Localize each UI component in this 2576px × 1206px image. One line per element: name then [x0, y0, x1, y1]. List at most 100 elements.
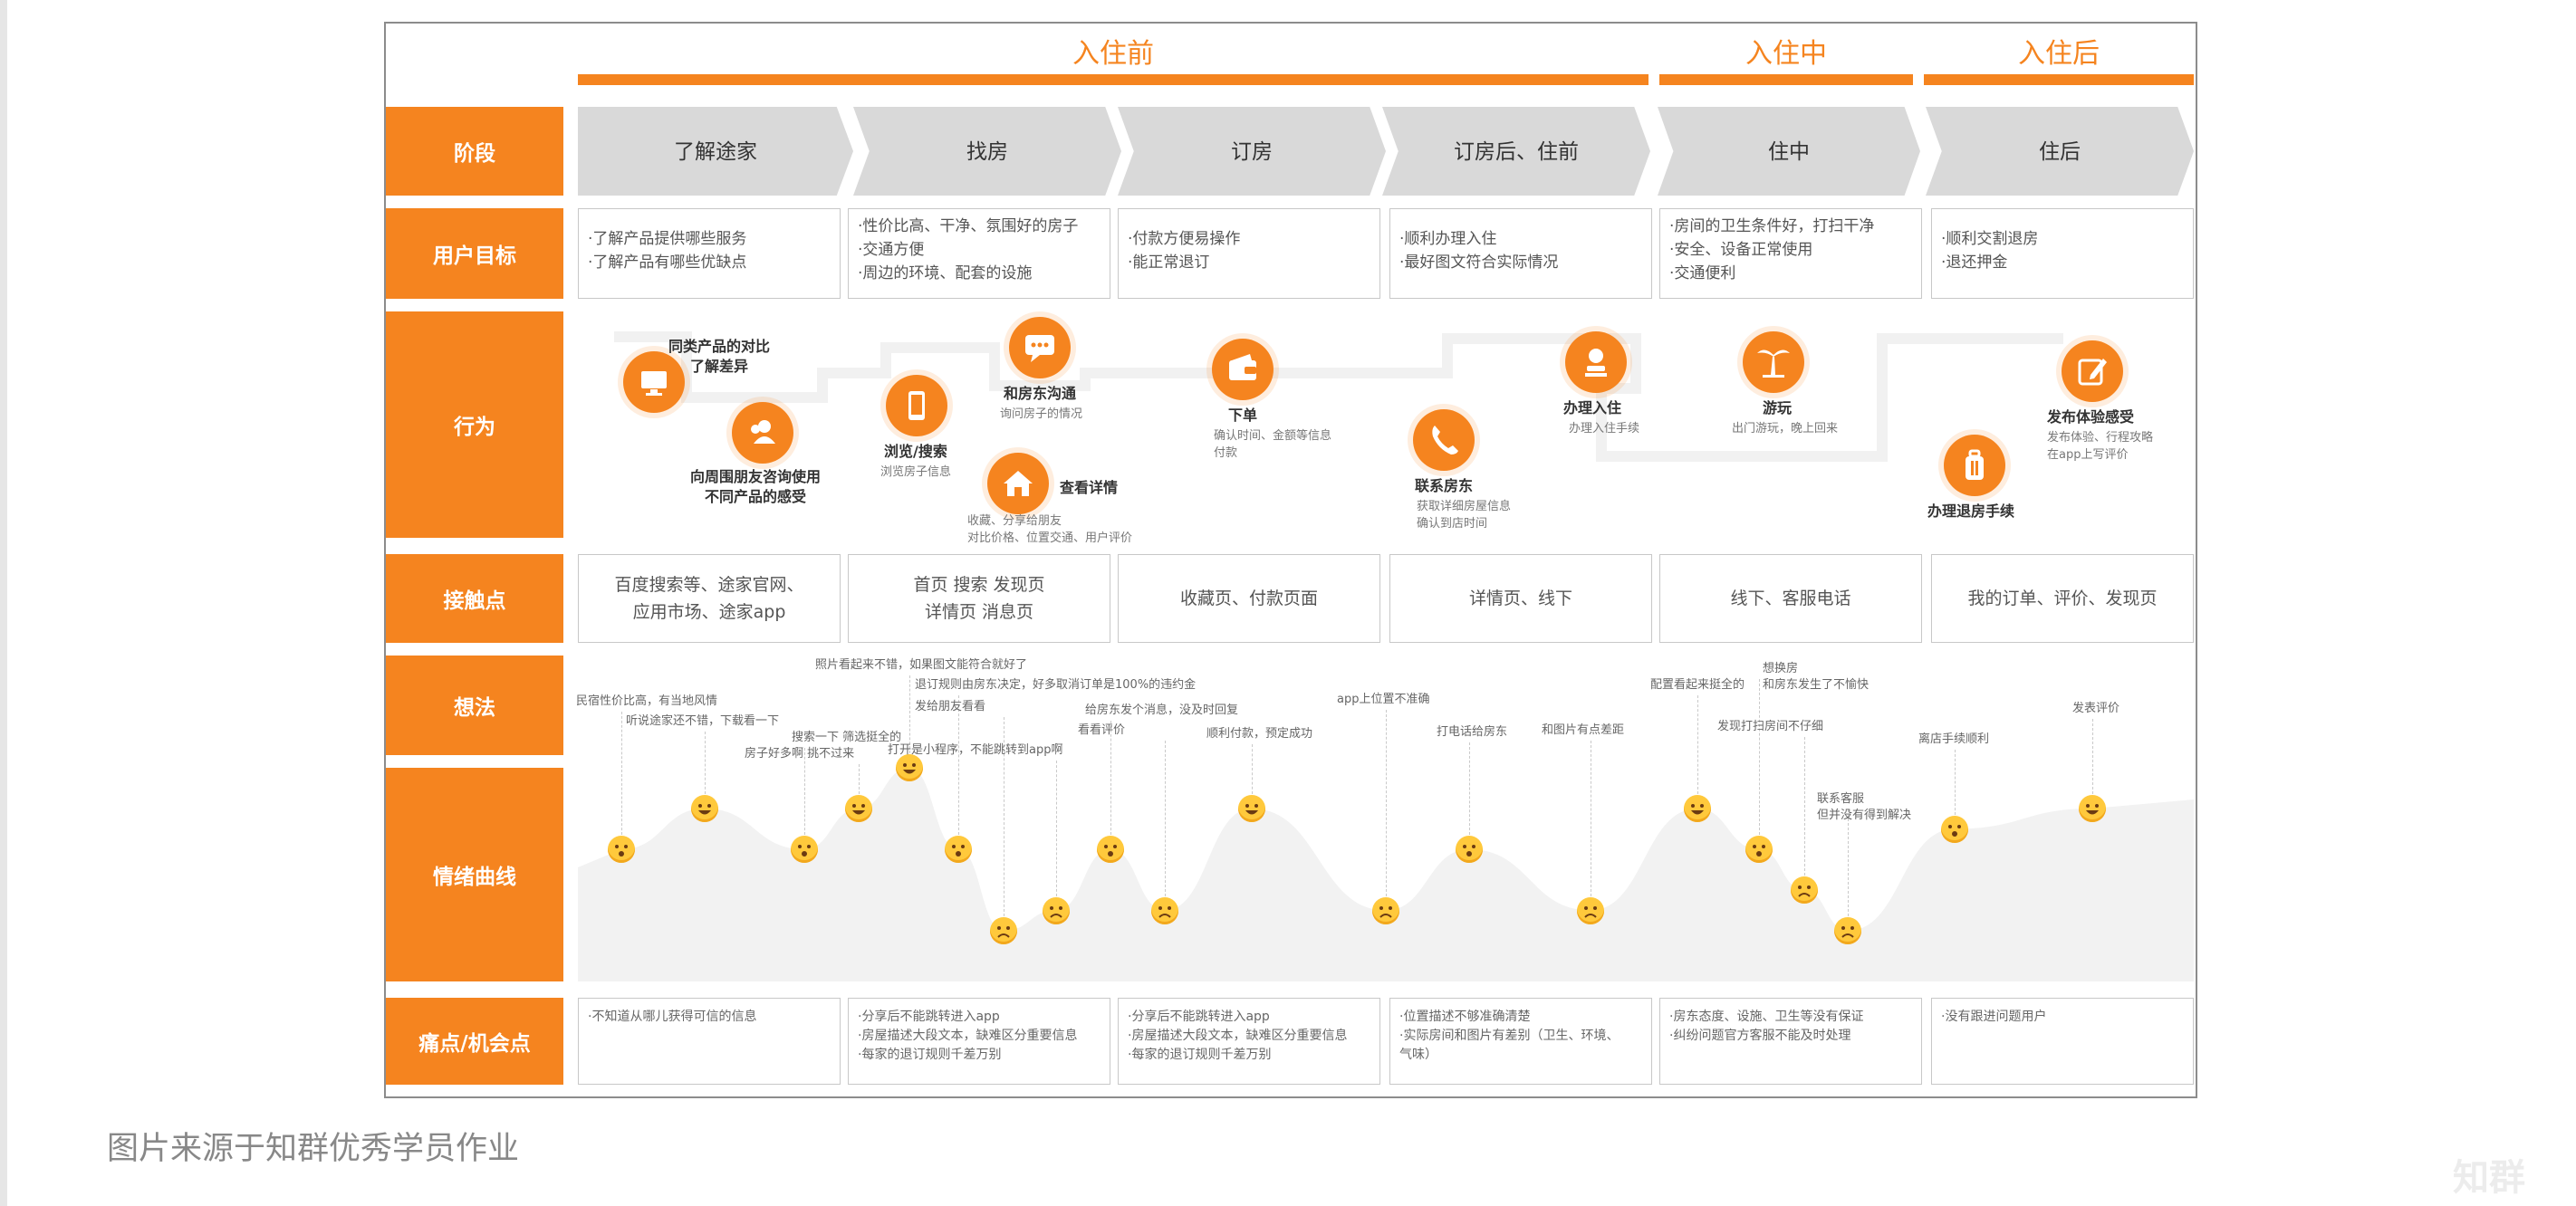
- thought-text: 退订规则由房东决定，好多取消订单是100%的违约金: [915, 677, 1196, 694]
- action-subtitle: 收藏、分享给朋友 对比价格、位置交通、用户评价: [967, 512, 1132, 547]
- sad-face-icon: [1834, 917, 1861, 944]
- thought-line: 发现打扫房间不仔细: [1717, 720, 1824, 733]
- thought-guide-line: [1469, 742, 1470, 835]
- action-sub-line: 获取详细房屋信息: [1417, 500, 1512, 513]
- stage-learn: 了解途家: [578, 107, 853, 196]
- thought-text: 顺利付款，预定成功: [1206, 726, 1312, 742]
- edit-icon: [2062, 340, 2123, 402]
- thought-text: 发给朋友看看: [915, 699, 985, 715]
- stage-label: 了解途家: [674, 140, 757, 164]
- pain-line: 气味）: [1399, 1048, 1437, 1062]
- users-icon: [732, 402, 793, 464]
- thought-text: 搜索一下 筛选挺全的: [792, 730, 901, 746]
- thought-text: 给房东发个消息，没及时回复: [1085, 703, 1238, 719]
- happy-face-icon: [845, 795, 872, 822]
- thought-text: 发现打扫房间不仔细: [1717, 719, 1823, 735]
- action-title: 办理退房手续: [1927, 502, 2015, 520]
- thought-guide-line: [1759, 679, 1760, 835]
- goal-line: ·性价比高、干净、氛围好的房子: [858, 217, 1079, 235]
- action-sub-line: 对比价格、位置交通、用户评价: [967, 531, 1133, 545]
- image-caption: 图片来源于知群优秀学员作业: [107, 1131, 520, 1167]
- pain-cell: ·位置描述不够准确清楚 ·实际房间和图片有差别（卫生、环境、 气味）: [1389, 998, 1652, 1085]
- happy-face-icon: [691, 795, 718, 822]
- chat-icon: [1009, 317, 1071, 378]
- sad-face-icon: [1577, 896, 1604, 924]
- neutral-face-icon: [608, 836, 635, 863]
- row-label-stage: 阶段: [386, 107, 563, 196]
- stage-find-room: 找房: [853, 107, 1121, 196]
- thought-line: 搜索一下 筛选挺全的: [792, 731, 902, 744]
- thought-guide-line: [909, 675, 910, 753]
- thought-line: 看看评价: [1078, 723, 1126, 737]
- neutral-face-icon: [1456, 836, 1483, 863]
- action-title-line: 不同产品的感受: [705, 488, 807, 505]
- row-label-emotion: 情绪曲线: [386, 768, 563, 981]
- action-sub-line: 确认时间、金额等信息: [1214, 429, 1332, 443]
- touchpoint-cell: 线下、客服电话: [1659, 554, 1922, 643]
- touch-line: 首页 搜索 发现页: [913, 575, 1045, 595]
- pain-line: ·分享后不能跳转进入app: [1128, 1010, 1270, 1024]
- pain-cell: ·房东态度、设施、卫生等没有保证 ·纠纷问题官方客服不能及时处理: [1659, 998, 1922, 1085]
- row-label-goal: 用户目标: [386, 208, 563, 299]
- action-subtitle: 获取详细房屋信息 确认到店时间: [1417, 498, 1511, 532]
- neutral-face-icon: [791, 836, 818, 863]
- sad-face-icon: [1151, 896, 1178, 924]
- goal-line: ·了解产品有哪些优缺点: [588, 254, 747, 272]
- happy-face-icon: [2079, 795, 2106, 822]
- action-title-line: 同类产品的对比: [668, 338, 771, 355]
- row-label-thought: 想法: [386, 656, 563, 755]
- happy-face-icon: [896, 754, 923, 781]
- thought-line: app上位置不准确: [1337, 693, 1430, 706]
- action-subtitle: 询问房子的情况: [1000, 407, 1083, 421]
- thought-line: 发表评价: [2072, 702, 2120, 715]
- pain-line: ·纠纷问题官方客服不能及时处理: [1669, 1029, 1851, 1043]
- thought-guide-line: [1252, 744, 1253, 794]
- pain-line: ·不知道从哪儿获得可信的信息: [588, 1010, 757, 1024]
- action-title: 和房东沟通: [1004, 385, 1077, 402]
- thought-line: 想换房: [1763, 662, 1799, 675]
- phase-before-checkin: 入住前: [1072, 38, 1154, 70]
- thought-guide-line: [859, 764, 860, 794]
- thought-line: 给房东发个消息，没及时回复: [1085, 704, 1239, 717]
- luggage-icon: [1944, 435, 2005, 496]
- action-title: 办理入住: [1563, 399, 1622, 416]
- thought-line: 退订规则由房东决定，好多取消订单是100%的违约金: [915, 678, 1197, 692]
- thought-text: 和图片有点差距: [1542, 723, 1624, 739]
- happy-face-icon: [1238, 795, 1265, 822]
- touchpoint-cell: 详情页、线下: [1389, 554, 1652, 643]
- call-icon: [1413, 409, 1475, 471]
- action-title-line: 向周围朋友咨询使用: [690, 468, 822, 485]
- brand-watermark: 知群: [2453, 1157, 2525, 1199]
- thought-text: 照片看起来不错，如果图文能符合就好了: [815, 657, 1027, 674]
- thought-line: 顺利付款，预定成功: [1206, 727, 1313, 741]
- phase-after-checkout: 入住后: [2018, 38, 2100, 70]
- thought-line: 和图片有点差距: [1542, 723, 1625, 737]
- phase-bar-before: [578, 74, 1648, 85]
- neutral-face-icon: [1097, 836, 1124, 863]
- action-title: 浏览/搜索: [884, 443, 947, 460]
- sad-face-icon: [1372, 896, 1399, 924]
- stage-label: 住后: [2039, 140, 2081, 164]
- goal-line: ·交通便利: [1669, 264, 1736, 282]
- thought-text: 发表评价: [2072, 701, 2119, 717]
- pain-cell: ·不知道从哪儿获得可信的信息: [578, 998, 841, 1085]
- thought-guide-line: [1697, 695, 1698, 794]
- touch-line: 百度搜索等、途家官网、: [614, 575, 804, 595]
- user-journey-map: 入住前 入住中 入住后 阶段 用户目标 行为 接触点 想法 情绪曲线 痛点/机会…: [384, 22, 2197, 1098]
- goal-line: ·顺利办理入住: [1399, 230, 1497, 248]
- sad-face-icon: [990, 917, 1017, 944]
- stage-label: 住中: [1768, 140, 1810, 164]
- pain-line: ·没有跟进问题用户: [1941, 1010, 2047, 1024]
- action-title: 向周围朋友咨询使用 不同产品的感受: [690, 467, 821, 507]
- thought-guide-line: [2092, 719, 2093, 794]
- goal-cell: ·性价比高、干净、氛围好的房子 ·交通方便 ·周边的环境、配套的设施: [848, 208, 1110, 299]
- action-sub-line: 在app上写评价: [2047, 448, 2129, 462]
- thought-guide-line: [804, 748, 805, 835]
- action-title: 查看详情: [1060, 479, 1119, 496]
- pain-line: ·每家的退订规则千差万别: [1128, 1048, 1272, 1062]
- thought-guide-line: [1056, 761, 1057, 896]
- happy-face-icon: [1684, 795, 1711, 822]
- goal-cell: ·房间的卫生条件好，打扫干净 ·安全、设备正常使用 ·交通便利: [1659, 208, 1922, 299]
- pain-line: ·房屋描述大段文本，缺难区分重要信息: [1128, 1029, 1348, 1043]
- stage-after-book: 订房后、住前: [1382, 107, 1650, 196]
